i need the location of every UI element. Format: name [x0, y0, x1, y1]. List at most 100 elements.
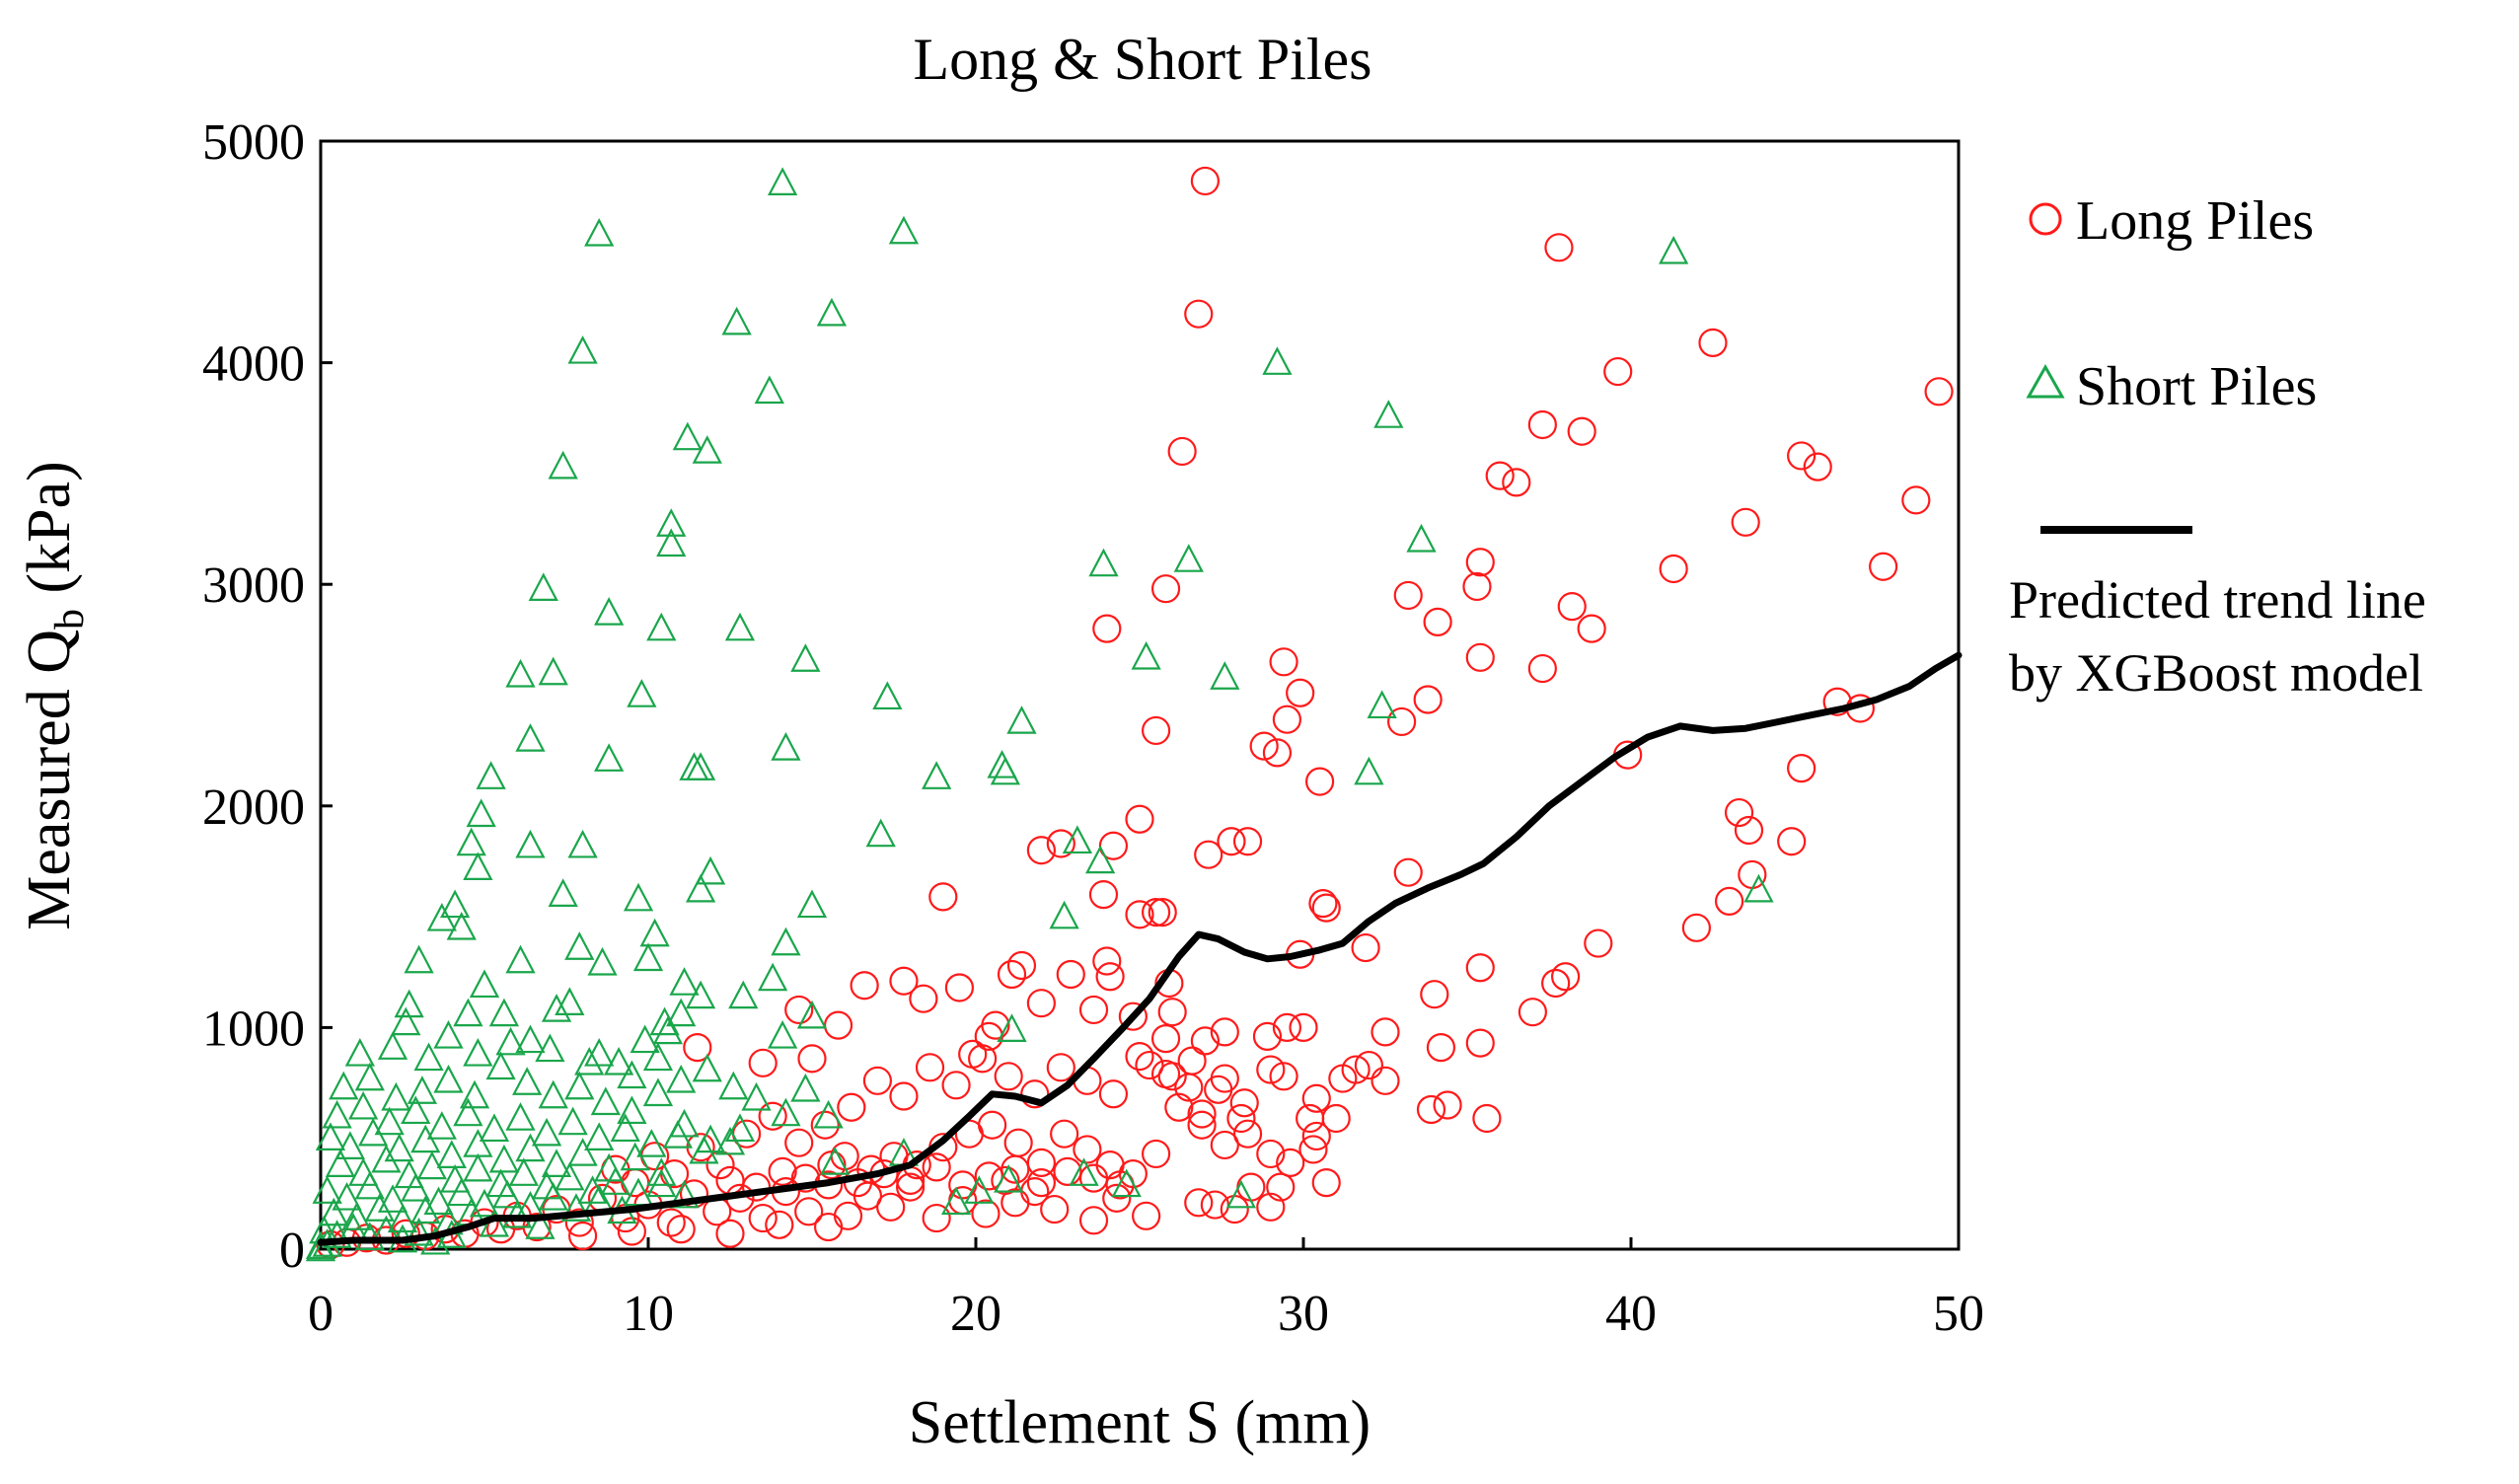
short-pile-point [1111, 1168, 1142, 1198]
short-pile-point [404, 944, 434, 974]
legend-long-label: Long Piles [2076, 190, 2314, 252]
long-pile-point [1157, 998, 1187, 1027]
short-pile-point [990, 756, 1021, 785]
x-axis-label: Settlement S (mm) [909, 1389, 1371, 1456]
long-pile-point [1141, 1139, 1171, 1169]
short-pile-point [374, 1106, 405, 1136]
long-pile-point [1269, 1062, 1298, 1091]
long-pile-point [784, 1128, 814, 1157]
short-pile-point [446, 1177, 477, 1207]
long-pile-point [1465, 953, 1495, 983]
long-pile-point [1187, 1099, 1217, 1129]
long-pile-point [1901, 485, 1931, 515]
long-pile-point [666, 1215, 696, 1244]
short-pile-point [922, 761, 952, 789]
long-pile-point [1125, 1041, 1154, 1072]
short-pile-point [567, 1138, 598, 1166]
short-pile-point [1069, 1157, 1099, 1186]
short-pile-point [718, 1071, 749, 1100]
long-pile-point [1272, 705, 1302, 734]
short-pile-point [564, 1071, 595, 1100]
long-pile-point [1420, 980, 1449, 1009]
y-tick-label: 0 [279, 1223, 305, 1279]
legend-trend-label-line2: by XGBoost model [2009, 643, 2423, 703]
short-pile-point [767, 167, 798, 195]
long-pile-point [1465, 642, 1495, 672]
long-pile-point [1567, 416, 1596, 446]
short-pile-point [446, 911, 477, 940]
y-axis-ticks: 0 1000 2000 3000 4000 5000 [202, 114, 333, 1279]
short-pile-point [1085, 845, 1116, 874]
long-pile-point [1423, 607, 1452, 636]
short-pile-point [584, 217, 615, 247]
long-pile-point [1256, 1192, 1286, 1222]
long-pile-point [656, 1208, 686, 1237]
short-pile-point [620, 1142, 650, 1171]
long-pile-point [1272, 1012, 1302, 1043]
long-pile-point [1869, 552, 1898, 581]
short-pile-point [515, 829, 546, 858]
long-pile-point [1803, 452, 1832, 482]
short-pile-point [488, 998, 520, 1027]
short-pile-point [325, 1149, 356, 1177]
long-pile-point [1298, 1135, 1328, 1164]
long-pile-point [1150, 574, 1181, 604]
long-pile-point [991, 1165, 1020, 1195]
long-pile-point [1787, 754, 1816, 783]
short-pile-point [728, 980, 759, 1009]
short-pile-point [685, 873, 716, 903]
long-pile-point [794, 1197, 824, 1226]
short-pile-point [1354, 756, 1384, 785]
short-pile-point [357, 1117, 389, 1147]
long-pile-point [1118, 1002, 1148, 1031]
short-pile-point [404, 1217, 434, 1246]
long-pile-point [1413, 685, 1443, 714]
short-pile-point [469, 1188, 500, 1218]
long-pile-point [1141, 898, 1171, 928]
long-pile-point [1053, 1156, 1082, 1186]
long-pile-point [784, 995, 814, 1025]
long-pile-point [765, 1210, 794, 1239]
long-pile-point [1502, 468, 1531, 497]
long-pile-point [1311, 1168, 1341, 1198]
long-pile-point [1000, 1154, 1030, 1184]
long-pile-point [1187, 1110, 1217, 1140]
short-pile-point [600, 1166, 630, 1195]
long-pile-point [1040, 1194, 1070, 1224]
short-pile-point [433, 1020, 464, 1049]
long-pile-point [1150, 1059, 1181, 1089]
long-pile-point [1777, 827, 1807, 856]
long-pile-point [1073, 1135, 1102, 1164]
short-pile-point [463, 1037, 493, 1067]
short-pile-point [538, 1181, 568, 1211]
long-pile-point [1393, 580, 1423, 611]
short-pile-point [508, 1157, 539, 1186]
long-pile-point [1308, 889, 1338, 919]
long-pile-point [941, 1071, 971, 1100]
long-pile-point [1020, 1079, 1050, 1109]
short-pile-point [940, 1186, 972, 1216]
y-tick-label: 3000 [202, 557, 305, 614]
short-pile-point [754, 375, 784, 405]
short-pile-point [555, 987, 585, 1015]
short-pile-point [617, 1060, 647, 1089]
long-pile-point [1731, 507, 1760, 537]
x-axis-ticks: 0 10 20 30 40 50 [308, 1237, 1984, 1342]
trend-line-path [317, 651, 1963, 1246]
short-pile-point [557, 1106, 588, 1136]
long-pile-point [1724, 797, 1754, 828]
long-pile-point [1426, 1033, 1456, 1063]
long-pile-point [1184, 299, 1214, 329]
short-pile-point [594, 743, 625, 772]
y-tick-label: 5000 [202, 114, 305, 171]
long-pile-point [1194, 840, 1223, 869]
short-pile-point [1210, 661, 1240, 690]
short-pile-point [724, 1113, 756, 1143]
long-pile-point [971, 1199, 1000, 1228]
long-pile-point [1603, 356, 1633, 387]
short-pile-point [1373, 400, 1404, 428]
long-pile-point [1150, 1024, 1181, 1054]
long-pile-point [915, 1053, 945, 1082]
long-pile-point [1787, 441, 1816, 471]
short-pile-point [423, 1186, 454, 1216]
